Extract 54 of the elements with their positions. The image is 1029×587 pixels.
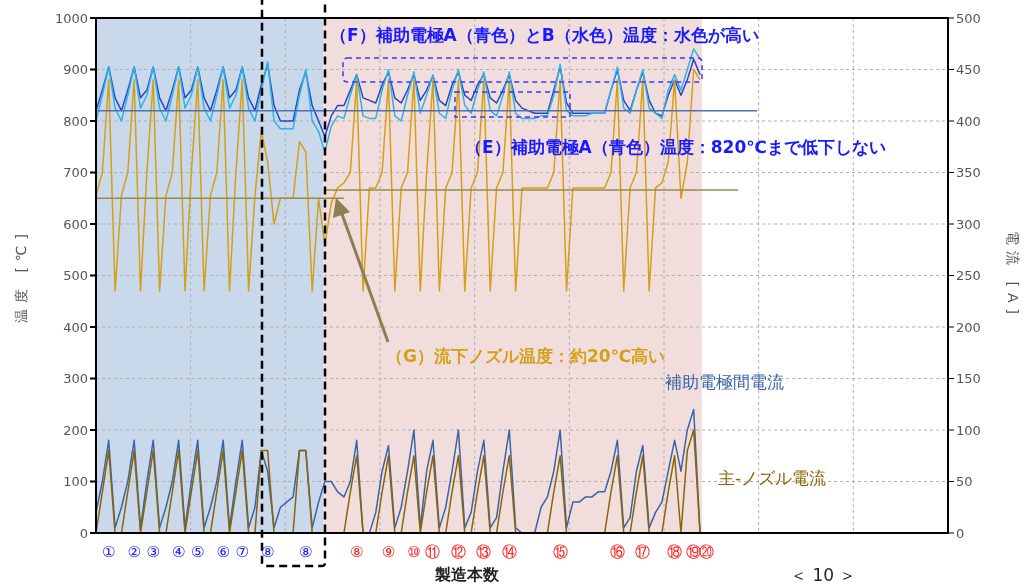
x-tick-label: ⑪	[425, 543, 441, 561]
y-tick-label: 100	[63, 474, 88, 490]
y-tick-label: 700	[63, 165, 88, 181]
y-tick-label: 0	[79, 525, 88, 541]
y-tick-label: 300	[63, 371, 88, 387]
y2-tick-label: 150	[956, 371, 981, 387]
x-tick-label: ④	[171, 543, 186, 561]
x-tick-label: ⑦	[235, 543, 249, 561]
x-tick-label: ⑤	[191, 543, 205, 561]
line-series	[95, 68, 701, 292]
y2-tick-label: 400	[956, 113, 981, 129]
y2-tick-label: 50	[956, 474, 973, 490]
series-label: 主-ノズル電流	[718, 468, 827, 488]
y2-tick-label: 0	[956, 525, 965, 541]
x-tick-label: ⑩	[407, 543, 421, 561]
line-series	[95, 408, 701, 533]
x-tick-label: ⑯	[609, 543, 625, 561]
x-tick-label: ⑫	[450, 543, 466, 561]
x-tick-label: ①	[101, 543, 116, 561]
line-series	[95, 429, 701, 533]
y-tick-label: 1000	[54, 10, 88, 26]
y-tick-label: 400	[63, 319, 88, 335]
y-tick-label: 900	[63, 62, 88, 78]
x-tick-label: ⑥	[216, 543, 230, 561]
x-tick-label: ⑱	[667, 543, 683, 561]
y2-tick-label: 350	[956, 165, 981, 181]
line-series	[95, 58, 701, 138]
annotation: （G）流下ノズル温度：約20℃高い	[386, 346, 666, 366]
x-tick-label: ③	[146, 543, 160, 561]
x-tick-label: ⑭	[501, 543, 517, 561]
x-tick-label: ⑮	[552, 543, 568, 561]
y-tick-label: 200	[63, 422, 88, 438]
y-tick-label: 800	[63, 113, 88, 129]
x-axis-title: 製造本数	[434, 565, 500, 584]
y-axis-title: 温度 [℃]	[13, 227, 29, 324]
x-tick-label: ⑧	[299, 543, 313, 561]
text: ＜ 10 ＞	[790, 565, 857, 585]
x-tick-label: ⑧	[260, 543, 275, 561]
x-tick-label: ②	[127, 543, 141, 561]
y-tick-label: 500	[63, 268, 88, 284]
y2-tick-label: 300	[956, 216, 981, 232]
x-tick-label: ⑬	[476, 543, 492, 561]
annotation: （F）補助電極A（青色）とB（水色）温度：水色が高い	[330, 25, 759, 45]
x-tick-label: ⑧	[349, 543, 364, 561]
x-tick-label: ⑨	[381, 543, 396, 561]
x-tick-label: ⑰	[635, 543, 651, 561]
y2-tick-label: 100	[956, 422, 981, 438]
series-label: 補助電極間電流	[665, 372, 784, 392]
y2-tick-label: 200	[956, 319, 981, 335]
y-tick-label: 600	[63, 216, 88, 232]
y2-tick-label: 250	[956, 268, 981, 284]
y2-tick-label: 500	[956, 10, 981, 26]
y2-tick-label: 450	[956, 62, 981, 78]
y2-axis-title: 電流 [A]	[1005, 231, 1021, 320]
